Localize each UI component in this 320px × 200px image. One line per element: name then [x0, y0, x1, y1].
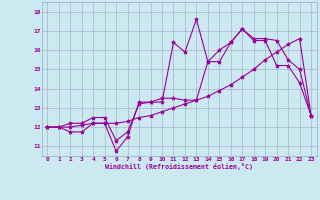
X-axis label: Windchill (Refroidissement éolien,°C): Windchill (Refroidissement éolien,°C) — [105, 163, 253, 170]
